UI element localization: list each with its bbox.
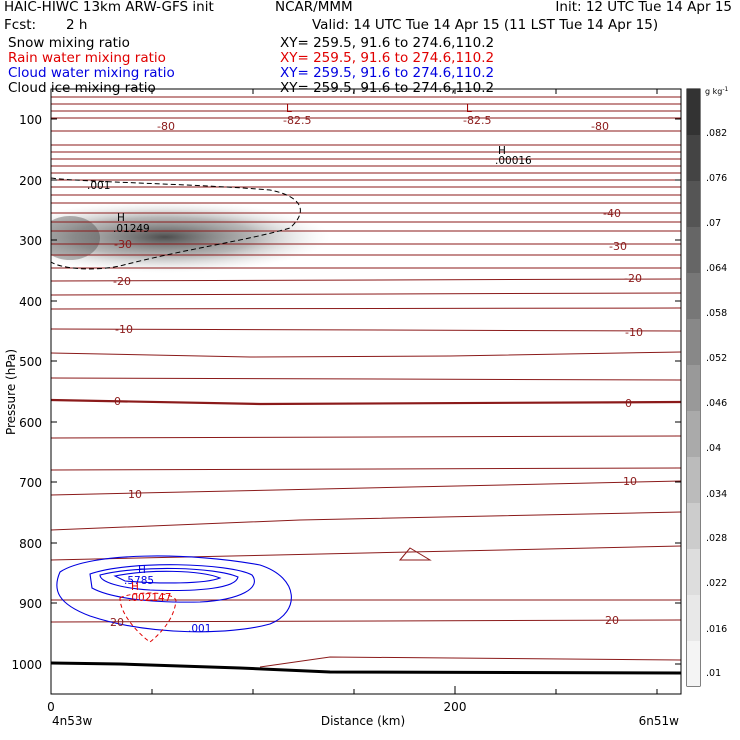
valid-time: Valid: 14 UTC Tue 14 Apr 15 (11 LST Tue … <box>312 17 659 33</box>
plot-frame <box>50 88 682 695</box>
y-tick-500: 500 <box>19 355 42 369</box>
temp-label: 10 <box>623 475 637 488</box>
high-marker: H <box>117 212 125 224</box>
temp-label: -20 <box>113 275 131 288</box>
y-tick-800: 800 <box>19 537 42 551</box>
field-xy-cloud-ice: XY= 259.5, 91.6 to 274.6,110.2 <box>280 80 495 96</box>
high-marker: H <box>498 145 506 157</box>
x-tick-200: 200 <box>444 700 467 714</box>
colorbar-label: .064 <box>706 263 727 274</box>
extrema: L L H .00016 H .01249 H .5785 H .002147 … <box>87 103 532 635</box>
low-marker: L <box>466 103 472 115</box>
y-tick-900: 900 <box>19 597 42 611</box>
forecast-hour: 2 h <box>66 17 88 33</box>
cloud-water-contours <box>56 555 292 633</box>
temp-label: -20 <box>624 272 642 285</box>
x-axis-label: Distance (km) <box>321 714 405 728</box>
field-name-snow: Snow mixing ratio <box>8 35 130 51</box>
temp-label: -82.5 <box>463 114 491 127</box>
temp-label: 0 <box>114 395 121 408</box>
field-xy-rain: XY= 259.5, 91.6 to 274.6,110.2 <box>280 50 495 66</box>
colorbar-unit: g kg-1 <box>705 86 729 96</box>
y-tick-700: 700 <box>19 476 42 490</box>
temp-label: 20 <box>110 616 124 629</box>
temp-label: -10 <box>115 323 133 336</box>
field-name-cloud-ice: Cloud ice mixing ratio <box>8 80 156 96</box>
temp-label: 20 <box>605 614 619 627</box>
colorbar-label: .04 <box>706 443 721 454</box>
temp-label: -30 <box>114 238 132 251</box>
forecast-label: Fcst: <box>4 17 37 33</box>
high-value: .002147 <box>128 592 171 604</box>
colorbar-label: .01 <box>706 668 721 679</box>
temp-label: -30 <box>609 240 627 253</box>
model-title: HAIC-HIWC 13km ARW-GFS init <box>4 0 214 15</box>
colorbar-label: .028 <box>706 533 727 544</box>
snow-shading-core <box>51 201 330 273</box>
temp-label: 10 <box>128 488 142 501</box>
high-value: .00016 <box>495 155 532 167</box>
temp-label: -80 <box>157 120 175 133</box>
y-axis: 100 200 300 400 500 600 700 800 900 1000 <box>11 113 681 672</box>
colorbar: g kg-1 .01 .016 .022 .028 .034 .04 .046 … <box>686 86 729 687</box>
y-tick-100: 100 <box>19 113 42 127</box>
field-name-cloud-water: Cloud water mixing ratio <box>8 65 175 81</box>
y-tick-300: 300 <box>19 234 42 248</box>
colorbar-label: .076 <box>706 173 727 184</box>
y-axis-label: Pressure (hPa) <box>4 349 18 435</box>
high-marker: H <box>138 564 146 576</box>
temperature-labels: -82.5 -82.5 -80 -80 -40 -30 -30 -20 -20 … <box>110 114 643 629</box>
left-endpoint-label: 4n53w <box>52 714 93 728</box>
snow-shading-edge <box>51 216 100 260</box>
y-tick-1000: 1000 <box>11 658 42 672</box>
terrain-line <box>50 661 682 675</box>
cloud-ice-contour <box>50 177 301 270</box>
colorbar-label: .058 <box>706 308 727 319</box>
colorbar-label: .034 <box>706 489 727 500</box>
cloud-water-contour-label: .001 <box>188 623 211 635</box>
x-tick-0: 0 <box>47 700 55 714</box>
right-endpoint-label: 6n51w <box>639 714 680 728</box>
temp-label: -40 <box>603 207 621 220</box>
field-xy-snow: XY= 259.5, 91.6 to 274.6,110.2 <box>280 35 495 51</box>
organization-label: NCAR/MMM <box>275 0 353 15</box>
high-value: .5785 <box>124 575 154 587</box>
colorbar-label: .052 <box>706 353 727 364</box>
y-tick-400: 400 <box>19 295 42 309</box>
colorbar-label: .082 <box>706 128 727 139</box>
colorbar-label: .046 <box>706 398 727 409</box>
y-tick-600: 600 <box>19 416 42 430</box>
high-marker: H <box>131 581 139 593</box>
temp-label: -80 <box>591 120 609 133</box>
colorbar-label: .016 <box>706 624 727 635</box>
colorbar-label: .07 <box>706 218 721 229</box>
high-value: .01249 <box>113 223 150 235</box>
y-tick-200: 200 <box>19 174 42 188</box>
field-name-rain: Rain water mixing ratio <box>8 50 166 66</box>
cloud-ice-contour-label: .001 <box>87 180 110 192</box>
low-marker: L <box>286 103 292 115</box>
colorbar-label: .022 <box>706 578 727 589</box>
temp-label: -10 <box>625 326 643 339</box>
temp-label: -82.5 <box>283 114 311 127</box>
temp-label: 0 <box>625 397 632 410</box>
init-time: Init: 12 UTC Tue 14 Apr 15 <box>555 0 732 15</box>
x-axis: 0 200 Distance (km) 4n53w 6n51w <box>47 89 679 728</box>
temperature-contours <box>51 96 681 668</box>
rain-water-contour <box>119 592 177 643</box>
field-xy-cloud-water: XY= 259.5, 91.6 to 274.6,110.2 <box>280 65 495 81</box>
